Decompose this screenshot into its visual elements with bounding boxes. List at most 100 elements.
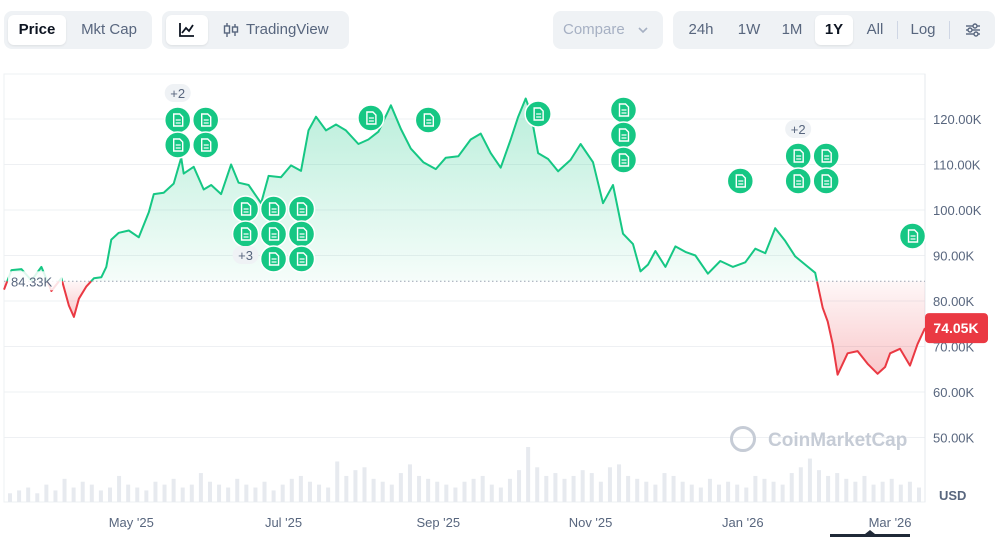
baseline-value: 84.33K (11, 274, 53, 289)
news-document-icon[interactable] (191, 131, 220, 159)
news-document-icon[interactable] (163, 106, 192, 134)
volume-bar (617, 464, 622, 502)
range-1y-button[interactable]: 1Y (815, 15, 853, 45)
news-document-icon[interactable] (898, 222, 927, 250)
news-document-icon[interactable] (259, 220, 288, 248)
price-line-down (3, 280, 9, 290)
volume-bar (717, 484, 722, 502)
news-document-icon[interactable] (812, 142, 840, 170)
more-annotations-badge[interactable]: +2 (785, 120, 812, 138)
watermark: CoinMarketCap (768, 430, 908, 451)
news-document-icon[interactable] (784, 142, 812, 170)
range-24h-button[interactable]: 24h (688, 21, 714, 38)
volume-bar (589, 473, 594, 502)
compare-dropdown[interactable]: Compare (553, 11, 663, 49)
volume-bar (126, 484, 131, 502)
y-tick-label: 80.00K (933, 294, 975, 309)
news-document-icon[interactable] (163, 131, 192, 159)
news-document-icon[interactable] (609, 96, 638, 124)
more-count-label: +2 (170, 86, 185, 101)
currency-label: USD (939, 488, 966, 503)
volume-bar (135, 487, 140, 502)
volume-bar (398, 473, 403, 502)
news-document-icon[interactable] (231, 195, 260, 223)
more-count-label: +2 (791, 122, 806, 137)
news-document-icon[interactable] (357, 104, 385, 132)
tradingview-button[interactable]: TradingView (216, 15, 344, 45)
news-document-icon[interactable] (259, 245, 288, 273)
volume-bars (8, 447, 921, 502)
news-document-icon[interactable] (287, 245, 316, 273)
volume-bar (680, 481, 685, 502)
volume-bar (562, 478, 567, 502)
volume-bar (580, 470, 585, 502)
news-document-icon[interactable] (524, 100, 552, 128)
news-document-icon[interactable] (231, 220, 260, 248)
volume-bar (689, 484, 694, 502)
y-axis: 120.00K 110.00K 100.00K 90.00K 80.00K 70.00K 6… (933, 112, 982, 503)
log-scale-button[interactable]: Log (910, 21, 936, 38)
more-annotations-badge[interactable]: +3 (232, 246, 259, 264)
volume-bar (880, 481, 885, 502)
news-annotations: +2 +3 +2 (163, 84, 927, 273)
volume-bar (644, 481, 649, 502)
volume-bar (344, 475, 349, 502)
volume-bar (653, 484, 658, 502)
volume-bar (853, 481, 858, 502)
volume-bar (17, 490, 22, 502)
current-price-label: 74.05K (925, 313, 988, 344)
price-line-down (816, 281, 926, 376)
news-document-icon[interactable] (784, 167, 812, 195)
compare-label: Compare (563, 21, 625, 38)
chart-type-toggle: TradingView (162, 11, 349, 49)
volume-bar (35, 493, 40, 502)
settings-divider (949, 21, 950, 39)
volume-bar (462, 481, 467, 502)
volume-bar (807, 458, 812, 502)
coinmarketcap-logo-icon (730, 426, 756, 452)
price-line-down (61, 280, 92, 318)
news-document-icon[interactable] (812, 167, 840, 195)
volume-bar (889, 478, 894, 502)
x-tick-label: Mar '26 (869, 515, 912, 530)
volume-bar (107, 487, 112, 502)
sliders-icon (966, 23, 980, 37)
x-tick-label: Nov '25 (569, 515, 613, 530)
volume-bar (389, 484, 394, 502)
range-slider-handle[interactable] (830, 530, 910, 537)
volume-bar (80, 481, 85, 502)
news-document-icon[interactable] (726, 167, 755, 195)
news-document-icon[interactable] (414, 106, 443, 134)
volume-bar (380, 481, 385, 502)
news-document-icon[interactable] (259, 195, 288, 223)
news-document-icon[interactable] (287, 195, 316, 223)
line-chart-button[interactable] (166, 15, 208, 45)
volume-bar (326, 487, 331, 502)
range-1w-button[interactable]: 1W (737, 21, 761, 38)
news-document-icon[interactable] (609, 146, 638, 174)
volume-bar (535, 467, 540, 502)
volume-bar (226, 487, 231, 502)
volume-bar (507, 478, 512, 502)
range-1m-button[interactable]: 1M (781, 21, 803, 38)
news-document-icon[interactable] (191, 106, 220, 134)
volume-bar (517, 470, 522, 502)
volume-bar (489, 484, 494, 502)
chevron-down-icon (638, 27, 648, 34)
price-button[interactable]: Price (8, 15, 66, 45)
x-axis: May '25 Jul '25 Sep '25 Nov '25 Jan '26 Mar '… (109, 515, 912, 537)
range-all-button[interactable]: All (866, 21, 884, 38)
more-annotations-badge[interactable]: +2 (164, 84, 191, 102)
news-document-icon[interactable] (609, 121, 638, 149)
mktcap-button[interactable]: Mkt Cap (81, 21, 137, 38)
settings-button[interactable] (955, 15, 991, 45)
x-tick-label: Sep '25 (416, 515, 460, 530)
volume-bar (289, 478, 294, 502)
news-document-icon[interactable] (287, 220, 316, 248)
volume-bar (553, 473, 558, 502)
volume-bar (817, 470, 822, 502)
volume-bar (626, 475, 631, 502)
volume-bar (335, 461, 340, 502)
tradingview-label: TradingView (246, 21, 329, 38)
